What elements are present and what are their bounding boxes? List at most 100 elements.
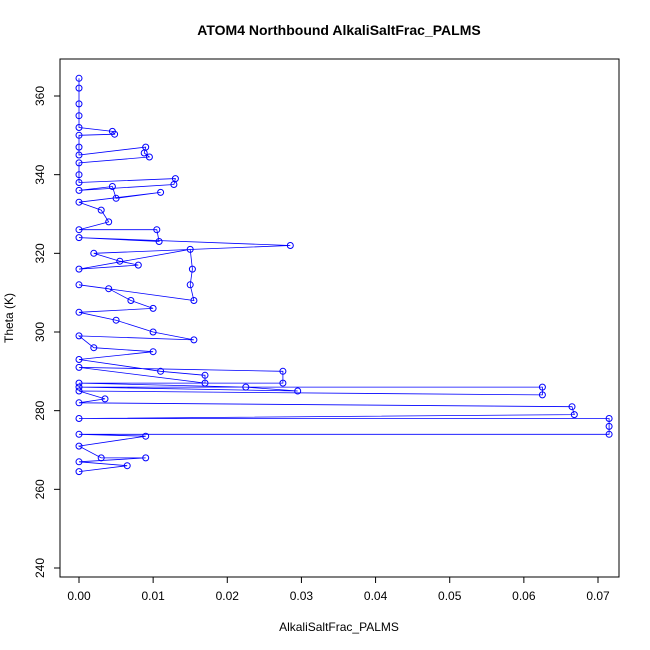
data-point [190,297,198,304]
data-point [157,367,165,375]
data-point [186,281,194,289]
data-point [75,143,83,151]
data-point [111,130,119,138]
data-point [75,198,83,206]
data-point [142,454,150,462]
data-point [75,124,83,131]
data-point [142,432,150,440]
data-point [157,188,165,196]
data-point [75,458,83,466]
data-point [201,379,209,387]
data-point [75,281,83,289]
y-tick-label: 340 [33,164,47,184]
data-point [75,332,83,340]
data-point [570,411,578,419]
data-point [90,249,98,257]
data-point [188,265,196,273]
data-point [153,226,161,234]
x-tick-label: 0.03 [290,589,314,603]
y-tick-label: 260 [33,479,47,499]
data-point [75,234,83,242]
data-point [108,183,116,190]
data-point [75,265,83,273]
data-point [134,261,142,269]
series-line [77,78,610,472]
data-point [201,371,209,379]
data-point [242,383,250,391]
data-point [105,285,113,293]
data-point [149,348,157,356]
y-tick-label: 320 [33,243,47,263]
x-tick-label: 0.02 [216,589,240,603]
y-tick-label: 300 [33,322,47,342]
data-point [123,462,131,470]
data-point [105,218,113,226]
data-point [75,186,83,194]
x-axis-label: AlkaliSaltFrac_PALMS [279,620,399,634]
y-tick-label: 280 [33,400,47,420]
data-point [101,395,109,403]
data-point [538,391,546,399]
data-point [568,403,576,411]
data-point [75,112,83,120]
x-tick-label: 0.05 [438,589,462,603]
data-point [112,194,120,202]
data-point [75,151,83,159]
x-tick-label: 0.01 [141,589,165,603]
data-point [145,153,153,161]
plot-frame [59,58,620,578]
x-tick-label: 0.00 [67,589,91,603]
y-axis: 240 260 280 300 320 340 360 [33,86,61,578]
y-tick-label: 240 [33,558,47,578]
data-point [170,181,178,188]
data-point [112,316,120,324]
data-point [605,422,613,430]
data-point [75,159,83,167]
x-axis: 0.00 0.01 0.02 0.03 0.04 0.05 0.06 0.07 [67,576,610,603]
series-lines [77,78,610,472]
x-tick-label: 0.07 [586,589,610,603]
data-point [605,430,613,438]
data-point [190,336,198,344]
series-points [75,74,613,476]
data-point [75,131,83,139]
data-point [75,356,83,363]
data-point [116,257,124,265]
data-point [75,226,83,234]
data-point [75,171,83,179]
data-point [75,100,83,108]
data-point [75,383,83,391]
y-axis-label: Theta (K) [2,293,16,343]
data-point [75,308,83,316]
data-point [97,206,105,214]
data-point [155,238,163,245]
data-point [75,430,83,438]
data-point [90,344,98,352]
chart-title: ATOM4 Northbound AlkaliSaltFrac_PALMS [197,22,480,38]
data-point [75,179,83,186]
data-point [186,245,194,253]
data-point [149,328,157,336]
data-point [538,383,546,391]
data-point [75,379,83,387]
data-point [75,363,83,371]
data-point [127,297,135,304]
data-point [75,442,83,450]
data-point [294,387,302,395]
data-point [605,415,613,422]
data-point [279,367,287,375]
data-point [97,454,105,462]
data-point [75,468,83,476]
x-tick-label: 0.06 [512,589,536,603]
data-point [75,84,83,92]
data-point [140,149,148,157]
data-point [279,379,287,387]
data-point [75,399,83,407]
y-tick-label: 360 [33,86,47,106]
data-point [75,74,83,82]
x-tick-label: 0.04 [364,589,388,603]
data-point [75,415,83,422]
data-point [149,304,157,312]
data-point [75,387,83,395]
